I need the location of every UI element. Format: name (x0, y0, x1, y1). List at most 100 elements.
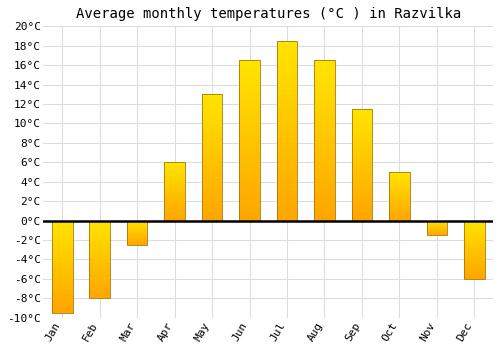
Bar (276, 53, 297, 59)
Bar (314, 76, 335, 82)
Bar (164, 182, 185, 184)
Bar (239, 60, 260, 66)
Bar (389, 199, 409, 201)
Bar (276, 125, 297, 131)
Bar (314, 71, 335, 76)
Bar (239, 60, 260, 220)
Bar (164, 203, 185, 205)
Bar (52, 225, 72, 230)
Bar (352, 109, 372, 220)
Bar (464, 220, 484, 224)
Bar (389, 190, 409, 191)
Bar (52, 230, 72, 235)
Bar (164, 178, 185, 180)
Bar (127, 243, 148, 244)
Bar (389, 201, 409, 203)
Bar (202, 94, 222, 220)
Bar (90, 220, 110, 224)
Bar (314, 140, 335, 146)
Bar (239, 162, 260, 167)
Bar (202, 162, 222, 166)
Bar (276, 41, 297, 47)
Bar (352, 109, 372, 113)
Bar (90, 224, 110, 228)
Bar (314, 189, 335, 194)
Bar (314, 210, 335, 215)
Bar (352, 120, 372, 124)
Bar (464, 259, 484, 261)
Bar (352, 213, 372, 217)
Bar (276, 197, 297, 203)
Bar (314, 92, 335, 98)
Bar (464, 261, 484, 264)
Bar (127, 241, 148, 243)
Bar (464, 256, 484, 259)
Bar (352, 176, 372, 180)
Bar (389, 193, 409, 195)
Bar (202, 170, 222, 174)
Bar (90, 228, 110, 232)
Bar (90, 252, 110, 255)
Bar (276, 95, 297, 101)
Bar (52, 308, 72, 313)
Bar (389, 185, 409, 187)
Bar (464, 244, 484, 247)
Bar (352, 150, 372, 154)
Bar (389, 206, 409, 208)
Bar (276, 65, 297, 71)
Bar (90, 256, 110, 259)
Bar (389, 188, 409, 190)
Bar (389, 178, 409, 180)
Bar (352, 146, 372, 150)
Bar (276, 89, 297, 95)
Bar (464, 273, 484, 276)
Bar (314, 151, 335, 156)
Bar (164, 205, 185, 207)
Bar (164, 213, 185, 215)
Bar (90, 236, 110, 240)
Bar (464, 264, 484, 267)
Bar (52, 234, 72, 239)
Bar (276, 137, 297, 143)
Bar (389, 212, 409, 214)
Bar (352, 142, 372, 146)
Bar (352, 206, 372, 209)
Bar (314, 156, 335, 162)
Bar (464, 224, 484, 226)
Bar (90, 271, 110, 275)
Bar (52, 220, 72, 313)
Bar (202, 204, 222, 208)
Bar (127, 220, 148, 222)
Bar (202, 132, 222, 137)
Bar (127, 230, 148, 231)
Bar (52, 239, 72, 244)
Bar (426, 220, 447, 235)
Bar (314, 146, 335, 151)
Bar (389, 211, 409, 212)
Bar (202, 174, 222, 179)
Bar (464, 253, 484, 256)
Bar (127, 222, 148, 223)
Bar (90, 259, 110, 263)
Bar (276, 215, 297, 220)
Bar (314, 135, 335, 140)
Bar (352, 135, 372, 139)
Bar (52, 262, 72, 267)
Bar (90, 287, 110, 290)
Bar (389, 187, 409, 188)
Bar (314, 60, 335, 220)
Bar (426, 224, 447, 225)
Bar (314, 103, 335, 108)
Bar (239, 66, 260, 71)
Bar (426, 223, 447, 224)
Bar (464, 232, 484, 235)
Bar (239, 82, 260, 87)
Bar (52, 276, 72, 281)
Bar (389, 216, 409, 217)
Bar (90, 232, 110, 236)
Bar (239, 194, 260, 199)
Bar (352, 109, 372, 220)
Bar (164, 162, 185, 220)
Bar (352, 195, 372, 198)
Bar (389, 182, 409, 183)
